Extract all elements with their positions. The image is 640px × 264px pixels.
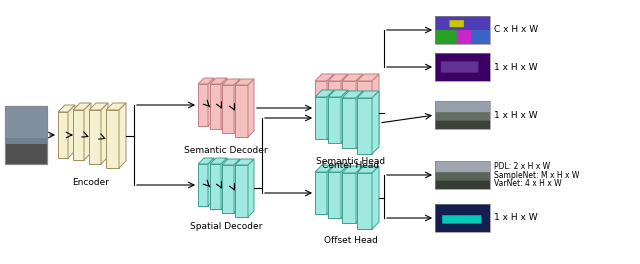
Polygon shape (5, 106, 47, 164)
Text: 1 x H x W: 1 x H x W (494, 111, 538, 120)
Polygon shape (342, 74, 363, 81)
Polygon shape (210, 158, 227, 164)
Polygon shape (119, 103, 126, 168)
Text: Semantic Head: Semantic Head (316, 157, 385, 166)
Polygon shape (372, 74, 379, 151)
Polygon shape (222, 159, 240, 165)
FancyBboxPatch shape (106, 110, 119, 168)
FancyBboxPatch shape (210, 164, 221, 209)
Polygon shape (328, 90, 348, 97)
Text: VarNet: 4 x H x W: VarNet: 4 x H x W (494, 180, 562, 188)
Polygon shape (356, 91, 363, 148)
Polygon shape (101, 103, 108, 164)
Text: SampleNet: M x H x W: SampleNet: M x H x W (494, 171, 579, 180)
Polygon shape (234, 79, 240, 133)
Polygon shape (221, 78, 227, 129)
Text: Spatial Decoder: Spatial Decoder (190, 222, 262, 231)
Text: Center Head: Center Head (323, 161, 380, 170)
Polygon shape (235, 79, 254, 85)
FancyBboxPatch shape (357, 173, 372, 229)
Polygon shape (327, 74, 334, 136)
Polygon shape (356, 166, 363, 223)
Polygon shape (341, 165, 348, 218)
FancyBboxPatch shape (222, 165, 234, 213)
Polygon shape (221, 158, 227, 209)
Polygon shape (208, 78, 214, 126)
Polygon shape (341, 90, 348, 143)
Text: Offset Head: Offset Head (324, 236, 378, 245)
Polygon shape (5, 106, 47, 138)
FancyBboxPatch shape (210, 84, 221, 129)
Polygon shape (342, 166, 363, 173)
Polygon shape (341, 74, 348, 140)
Text: 1 x H x W: 1 x H x W (494, 63, 538, 72)
FancyBboxPatch shape (73, 110, 84, 160)
FancyBboxPatch shape (89, 110, 101, 164)
FancyBboxPatch shape (315, 97, 327, 139)
Polygon shape (106, 103, 126, 110)
Polygon shape (315, 90, 334, 97)
Polygon shape (235, 159, 254, 165)
FancyBboxPatch shape (198, 84, 208, 126)
Polygon shape (327, 165, 334, 214)
FancyBboxPatch shape (235, 85, 248, 137)
Polygon shape (84, 103, 91, 160)
Polygon shape (357, 91, 379, 98)
Polygon shape (222, 79, 240, 85)
Polygon shape (356, 74, 363, 145)
Polygon shape (198, 158, 214, 164)
Polygon shape (210, 78, 227, 84)
Polygon shape (5, 144, 47, 164)
Text: Encoder: Encoder (72, 178, 109, 187)
FancyBboxPatch shape (58, 112, 68, 158)
FancyBboxPatch shape (342, 173, 356, 223)
Polygon shape (357, 74, 379, 81)
Polygon shape (372, 91, 379, 154)
Polygon shape (73, 103, 91, 110)
Polygon shape (315, 165, 334, 172)
FancyBboxPatch shape (235, 165, 248, 217)
Text: C x H x W: C x H x W (494, 26, 538, 35)
Polygon shape (328, 165, 348, 172)
FancyBboxPatch shape (342, 81, 356, 145)
Polygon shape (327, 90, 334, 139)
Polygon shape (372, 166, 379, 229)
Polygon shape (248, 159, 254, 217)
Polygon shape (58, 105, 75, 112)
FancyBboxPatch shape (342, 98, 356, 148)
Polygon shape (198, 78, 214, 84)
Polygon shape (208, 158, 214, 206)
FancyBboxPatch shape (328, 97, 341, 143)
FancyBboxPatch shape (315, 172, 327, 214)
Text: 1 x H x W: 1 x H x W (494, 214, 538, 223)
FancyBboxPatch shape (198, 164, 208, 206)
Text: Semantic Decoder: Semantic Decoder (184, 146, 268, 155)
FancyBboxPatch shape (328, 81, 341, 140)
Polygon shape (68, 105, 75, 158)
FancyBboxPatch shape (222, 85, 234, 133)
Polygon shape (328, 74, 348, 81)
Polygon shape (315, 74, 334, 81)
FancyBboxPatch shape (357, 98, 372, 154)
Polygon shape (234, 159, 240, 213)
Polygon shape (248, 79, 254, 137)
Polygon shape (342, 91, 363, 98)
FancyBboxPatch shape (357, 81, 372, 151)
Text: PDL: 2 x H x W: PDL: 2 x H x W (494, 162, 550, 171)
FancyBboxPatch shape (328, 172, 341, 218)
Polygon shape (89, 103, 108, 110)
FancyBboxPatch shape (315, 81, 327, 136)
Polygon shape (357, 166, 379, 173)
